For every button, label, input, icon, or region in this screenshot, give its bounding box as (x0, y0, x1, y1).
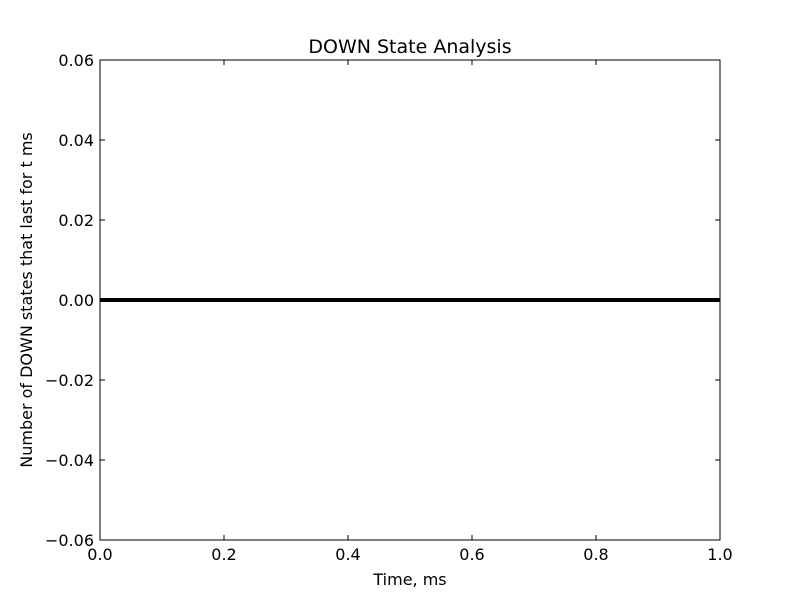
y-tick-label: 0.04 (58, 131, 94, 150)
y-tick-label: 0.00 (58, 291, 94, 310)
x-tick-label: 1.0 (707, 545, 732, 564)
x-axis-label: Time, ms (372, 570, 446, 589)
y-tick-label: −0.02 (45, 371, 94, 390)
y-axis-label: Number of DOWN states that last for t ms (17, 132, 36, 468)
x-tick-label: 0.8 (583, 545, 608, 564)
x-tick-label: 0.0 (87, 545, 112, 564)
plot-area (99, 59, 721, 541)
x-axis: 0.0 0.2 0.4 0.6 0.8 1.0 (87, 60, 733, 564)
y-tick-label: −0.04 (45, 451, 94, 470)
y-tick-label: −0.06 (45, 531, 94, 550)
y-axis: 0.06 0.04 0.02 0.00 −0.02 −0.04 −0.06 (45, 51, 720, 550)
chart-title: DOWN State Analysis (308, 36, 511, 58)
x-tick-label: 0.2 (211, 545, 236, 564)
x-tick-label: 0.4 (335, 545, 360, 564)
y-tick-label: 0.06 (58, 51, 94, 70)
y-tick-label: 0.02 (58, 211, 94, 230)
x-tick-label: 0.6 (459, 545, 484, 564)
